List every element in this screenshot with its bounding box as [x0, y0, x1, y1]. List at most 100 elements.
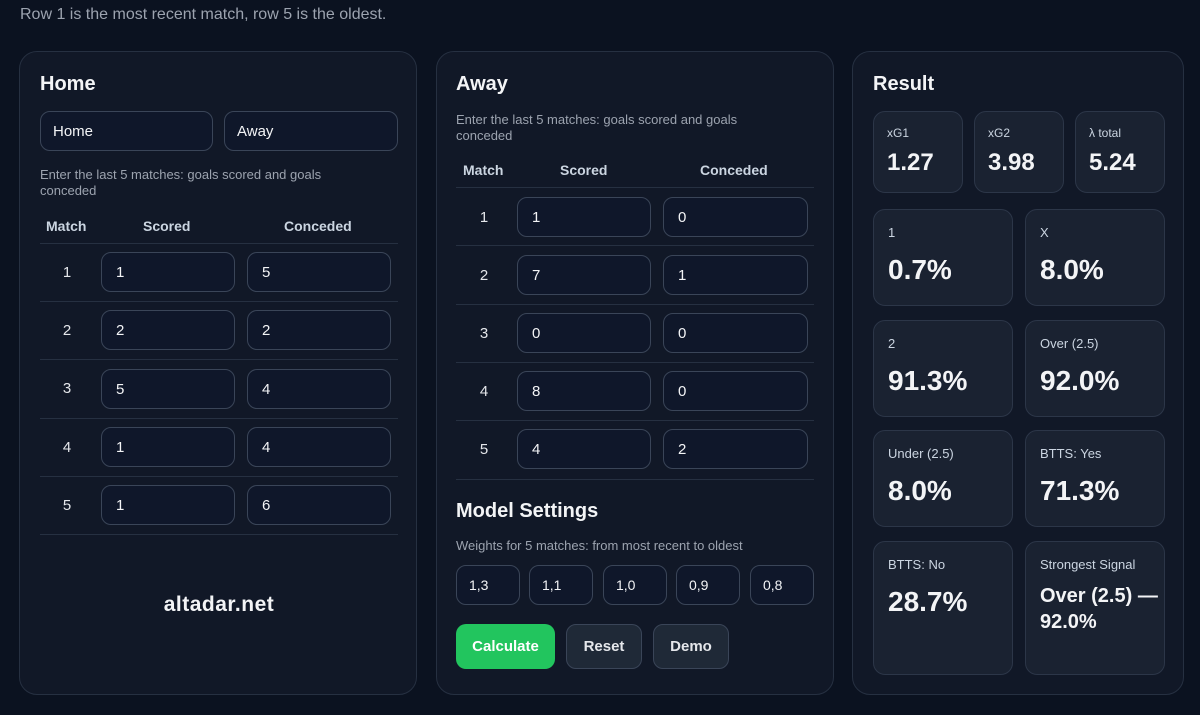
reset-button[interactable]: Reset	[566, 624, 642, 669]
away-conceded-input-1[interactable]	[663, 197, 808, 237]
stat-value: 1.27	[887, 149, 934, 176]
stat-label: λ total	[1089, 126, 1122, 140]
calculate-button[interactable]: Calculate	[456, 624, 555, 669]
divider	[456, 187, 814, 188]
tile-label: BTTS: Yes	[1040, 446, 1102, 461]
row-number: 5	[479, 441, 489, 458]
away-scored-input-4[interactable]	[517, 371, 651, 411]
away-conceded-input-2[interactable]	[663, 255, 808, 295]
home-conceded-input-4[interactable]	[247, 427, 391, 467]
divider	[456, 420, 814, 421]
row-number: 2	[62, 322, 72, 339]
weight-input-1[interactable]	[456, 565, 520, 605]
away-scored-input-5[interactable]	[517, 429, 651, 469]
home-title: Home	[40, 73, 96, 95]
row-number: 1	[479, 209, 489, 226]
stat-label: xG1	[887, 126, 910, 140]
away-scored-input-3[interactable]	[517, 313, 651, 353]
demo-button[interactable]: Demo	[653, 624, 729, 669]
weight-input-5[interactable]	[750, 565, 814, 605]
tile-value: 0.7%	[888, 254, 952, 285]
tile-value: 8.0%	[1040, 254, 1104, 285]
away-scored-input-2[interactable]	[517, 255, 651, 295]
under-tile: Under (2.5) 8.0%	[873, 430, 1013, 527]
tile-label: X	[1040, 225, 1049, 240]
tile-label: 2	[888, 336, 896, 351]
away-hint: Enter the last 5 matches: goals scored a…	[456, 112, 738, 143]
away-col-match: Match	[463, 162, 504, 178]
stat-value: 5.24	[1089, 149, 1136, 176]
home-scored-input-2[interactable]	[101, 310, 235, 350]
over-tile: Over (2.5) 92.0%	[1025, 320, 1165, 417]
row-number: 3	[479, 325, 489, 342]
home-hint: Enter the last 5 matches: goals scored a…	[40, 167, 322, 198]
xg1-stat: xG1 1.27	[873, 111, 963, 193]
tile-label: Under (2.5)	[888, 446, 954, 461]
home-conceded-input-1[interactable]	[247, 252, 391, 292]
tile-value: 92.0%	[1040, 365, 1120, 396]
away-conceded-input-3[interactable]	[663, 313, 808, 353]
stat-label: xG2	[988, 126, 1011, 140]
home-team-input[interactable]	[40, 111, 213, 151]
home-scored-input-1[interactable]	[101, 252, 235, 292]
xg2-stat: xG2 3.98	[974, 111, 1064, 193]
divider	[456, 479, 814, 480]
away-team-input[interactable]	[224, 111, 398, 151]
strongest-signal-tile: Strongest Signal Over (2.5) — 92.0%	[1025, 541, 1165, 675]
info-note: Row 1 is the most recent match, row 5 is…	[20, 6, 387, 23]
home-col-conceded: Conceded	[284, 218, 352, 234]
divider	[40, 534, 398, 535]
home-col-match: Match	[46, 218, 87, 234]
divider	[456, 245, 814, 246]
stat-value: 3.98	[988, 149, 1035, 176]
divider	[40, 359, 398, 360]
home-scored-input-3[interactable]	[101, 369, 235, 409]
btts-no-tile: BTTS: No 28.7%	[873, 541, 1013, 675]
weights-hint: Weights for 5 matches: from most recent …	[456, 538, 743, 553]
brand-logo-text: altadar.net	[163, 593, 275, 616]
home-col-scored: Scored	[143, 218, 191, 234]
away-conceded-input-4[interactable]	[663, 371, 808, 411]
tile-label: BTTS: No	[888, 557, 946, 572]
draw-tile: X 8.0%	[1025, 209, 1165, 306]
divider	[40, 243, 398, 244]
divider	[40, 301, 398, 302]
home-conceded-input-3[interactable]	[247, 369, 391, 409]
tile-label: 1	[888, 225, 896, 240]
away-win-tile: 2 91.3%	[873, 320, 1013, 417]
row-number: 1	[62, 264, 72, 281]
away-conceded-input-5[interactable]	[663, 429, 808, 469]
row-number: 4	[62, 439, 72, 456]
divider	[40, 418, 398, 419]
row-number: 3	[62, 380, 72, 397]
tile-label: Over (2.5)	[1040, 336, 1099, 351]
away-col-scored: Scored	[560, 162, 608, 178]
away-col-conceded: Conceded	[700, 162, 768, 178]
tile-value: 28.7%	[888, 586, 968, 617]
tile-value: 91.3%	[888, 365, 968, 396]
weight-input-2[interactable]	[529, 565, 593, 605]
row-number: 5	[62, 497, 72, 514]
away-scored-input-1[interactable]	[517, 197, 651, 237]
result-panel: Result xG1 1.27 xG2 3.98 λ total 5.24 1 …	[852, 51, 1184, 695]
home-panel: Home Enter the last 5 matches: goals sco…	[19, 51, 417, 695]
weight-input-3[interactable]	[603, 565, 667, 605]
row-number: 4	[479, 383, 489, 400]
divider	[456, 304, 814, 305]
home-scored-input-4[interactable]	[101, 427, 235, 467]
away-title: Away	[456, 73, 508, 95]
result-title: Result	[873, 73, 935, 95]
weight-input-4[interactable]	[676, 565, 740, 605]
tile-label: Strongest Signal	[1040, 557, 1136, 572]
divider	[40, 476, 398, 477]
tile-value: 71.3%	[1040, 475, 1120, 506]
model-settings-title: Model Settings	[456, 500, 599, 522]
home-conceded-input-2[interactable]	[247, 310, 391, 350]
tile-value: Over (2.5) — 92.0%	[1040, 585, 1158, 633]
home-scored-input-5[interactable]	[101, 485, 235, 525]
home-win-tile: 1 0.7%	[873, 209, 1013, 306]
divider	[456, 362, 814, 363]
home-conceded-input-5[interactable]	[247, 485, 391, 525]
tile-value: 8.0%	[888, 475, 952, 506]
lambda-total-stat: λ total 5.24	[1075, 111, 1165, 193]
